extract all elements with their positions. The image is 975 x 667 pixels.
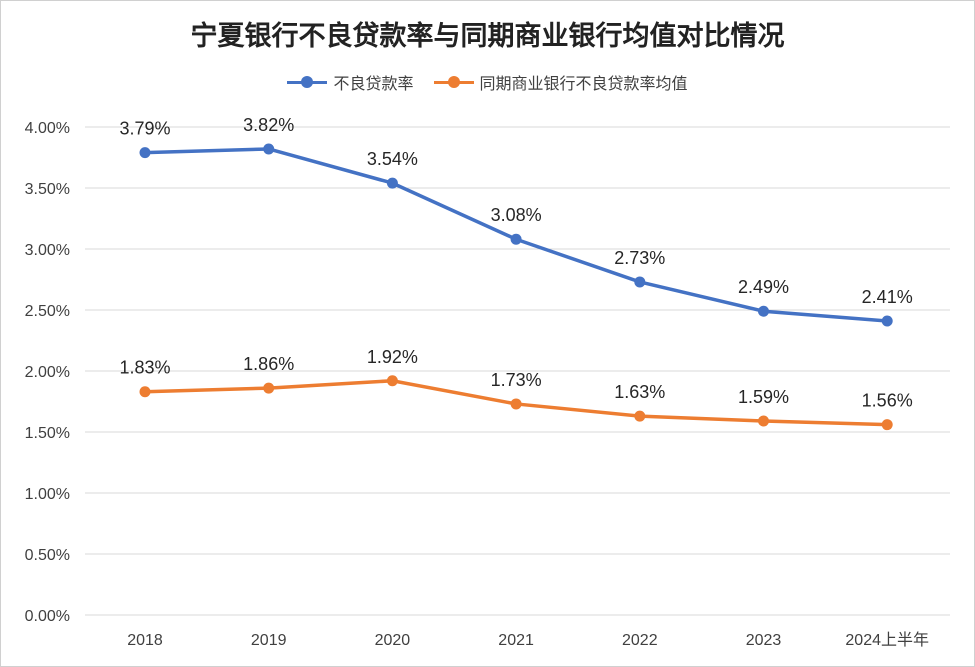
- chart-title: 宁夏银行不良贷款率与同期商业银行均值对比情况: [190, 21, 785, 52]
- data-label-series-2: 1.86%: [243, 354, 294, 374]
- x-tick-label: 2023: [746, 632, 782, 649]
- x-tick-label: 2019: [251, 632, 287, 649]
- y-tick-label: 0.50%: [25, 547, 70, 564]
- data-label-series-1: 3.08%: [491, 205, 542, 225]
- y-tick-label: 3.00%: [25, 242, 70, 259]
- data-label-series-1: 2.49%: [738, 277, 789, 297]
- y-tick-label: 1.50%: [25, 425, 70, 442]
- data-point-series-2: [758, 415, 769, 427]
- y-tick-label: 3.50%: [25, 181, 70, 198]
- legend-label-series-2: 同期商业银行不良贷款率均值: [479, 74, 688, 93]
- data-point-series-1: [881, 315, 893, 327]
- data-label-series-2: 1.92%: [367, 347, 418, 367]
- data-label-series-1: 3.54%: [367, 149, 418, 169]
- x-tick-label: 2022: [622, 632, 658, 649]
- y-tick-label: 1.00%: [25, 486, 70, 503]
- data-label-series-1: 3.79%: [119, 119, 170, 139]
- data-label-series-2: 1.59%: [738, 387, 789, 407]
- data-point-series-1: [758, 305, 769, 317]
- data-point-series-1: [386, 177, 398, 189]
- x-tick-label: 2024上半年: [845, 631, 929, 649]
- data-point-series-2: [881, 419, 893, 431]
- data-point-series-1: [263, 143, 275, 155]
- data-label-series-2: 1.63%: [614, 382, 665, 402]
- data-label-series-2: 1.73%: [491, 370, 542, 390]
- data-point-series-1: [139, 147, 151, 159]
- legend-label-series-1: 不良贷款率: [333, 74, 414, 93]
- legend-swatch-series-2: [433, 76, 474, 88]
- data-label-series-2: 1.83%: [119, 358, 170, 378]
- legend-swatch-series-1: [287, 76, 328, 88]
- data-point-series-1: [510, 233, 522, 245]
- y-tick-label: 2.50%: [25, 303, 70, 320]
- x-tick-label: 2020: [375, 632, 411, 649]
- x-tick-label: 2021: [498, 632, 534, 649]
- y-tick-label: 0.00%: [25, 608, 70, 625]
- data-label-series-2: 1.56%: [862, 391, 913, 411]
- data-label-series-1: 2.73%: [614, 248, 665, 268]
- y-tick-label: 2.00%: [25, 364, 70, 381]
- data-point-series-1: [634, 276, 646, 288]
- x-tick-label: 2018: [127, 632, 163, 649]
- data-point-series-2: [263, 382, 275, 394]
- data-point-series-2: [139, 386, 151, 398]
- legend-item-series-2: 同期商业银行不良贷款率均值: [433, 70, 688, 94]
- data-point-series-2: [386, 375, 398, 387]
- chart-legend: 不良贷款率 同期商业银行不良贷款率均值: [0, 70, 975, 94]
- data-point-series-2: [634, 410, 646, 422]
- y-tick-label: 4.00%: [25, 120, 70, 137]
- data-point-series-2: [510, 398, 522, 410]
- legend-item-series-1: 不良贷款率: [287, 70, 414, 94]
- data-label-series-1: 2.41%: [862, 287, 913, 307]
- data-label-series-1: 3.82%: [243, 115, 294, 135]
